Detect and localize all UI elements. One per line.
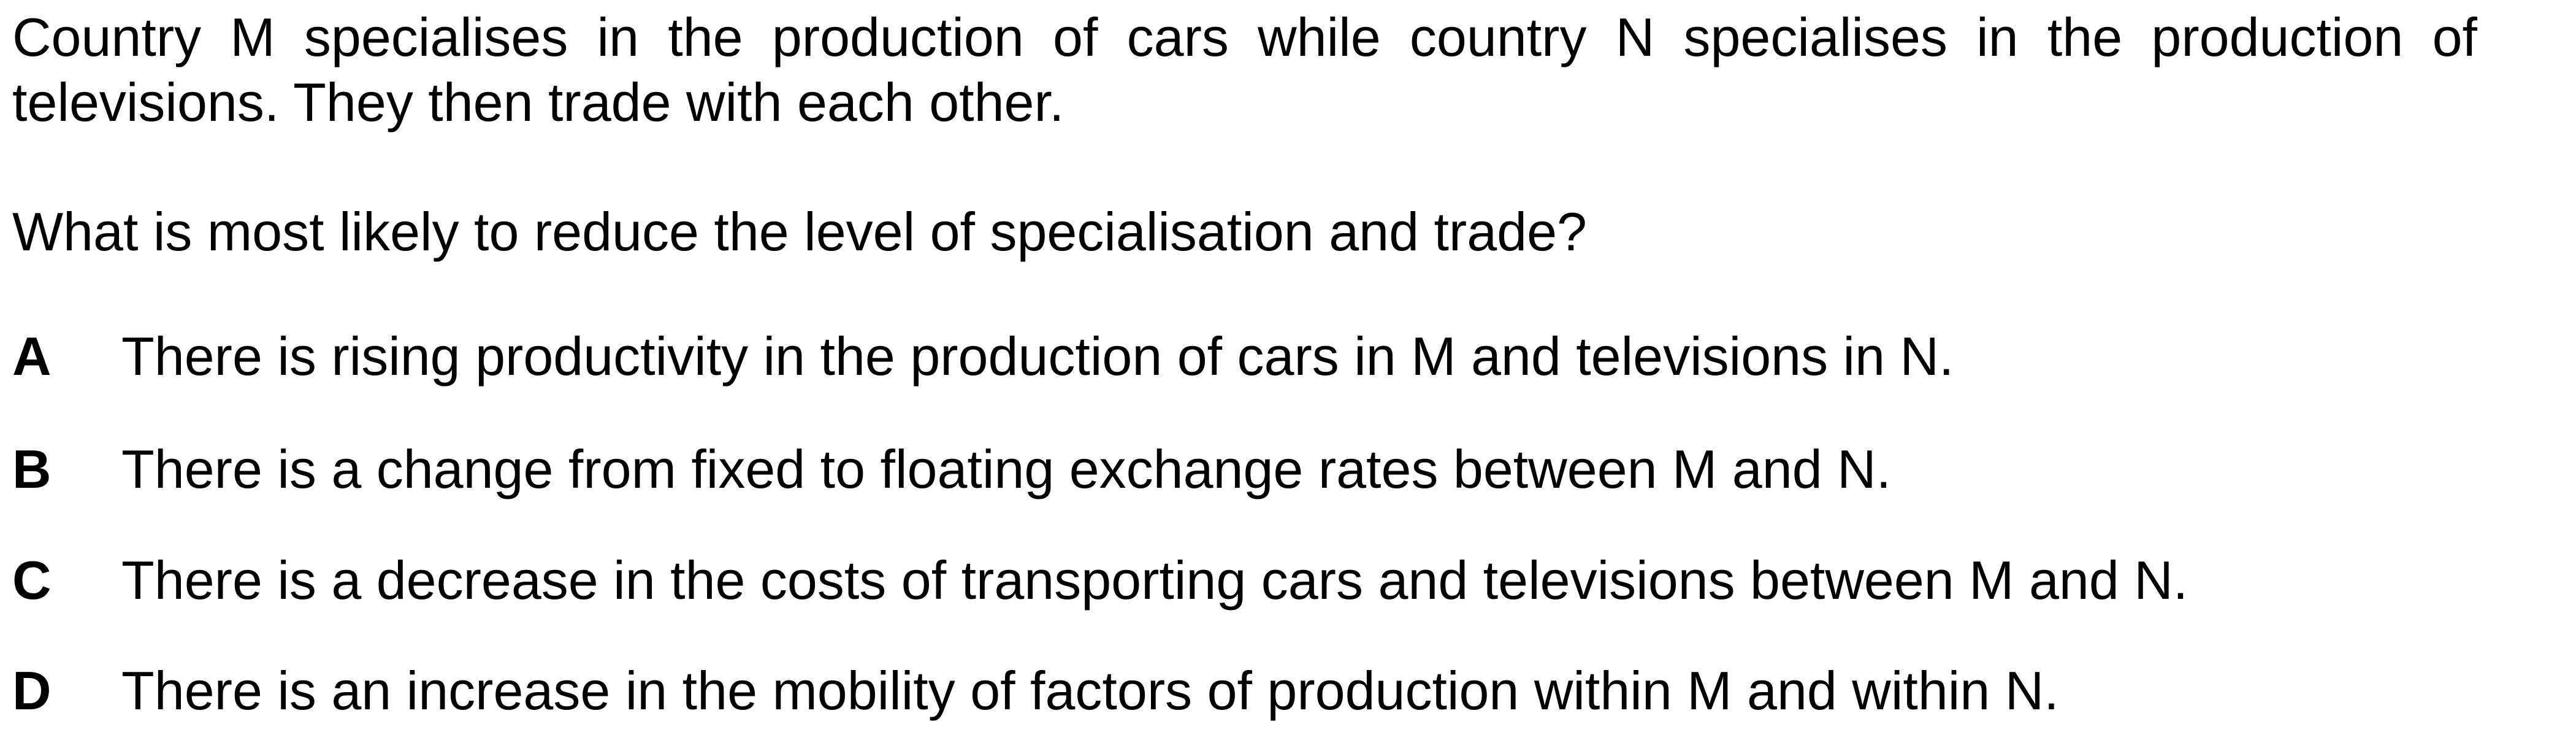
option-a[interactable]: A There is rising productivity in the pr… <box>12 323 2526 390</box>
question-prompt: What is most likely to reduce the level … <box>12 201 1587 262</box>
answer-options: A There is rising productivity in the pr… <box>12 0 2526 732</box>
option-c-letter: C <box>12 550 52 611</box>
stem-paragraph: Country M specialises in the production … <box>12 7 2477 133</box>
option-d-letter: D <box>12 660 52 721</box>
question-stem: Country M specialises in the production … <box>12 5 2477 135</box>
option-d-text: There is an increase in the mobility of … <box>121 660 2059 721</box>
option-c[interactable]: C There is a decrease in the costs of tr… <box>12 547 2526 614</box>
option-d[interactable]: D There is an increase in the mobility o… <box>12 657 2526 725</box>
option-a-letter: A <box>12 326 52 387</box>
option-b-text: There is a change from fixed to floating… <box>121 439 1892 499</box>
option-b-letter: B <box>12 439 52 499</box>
option-c-text: There is a decrease in the costs of tran… <box>121 550 2188 611</box>
option-a-text: There is rising productivity in the prod… <box>121 326 1954 387</box>
option-b[interactable]: B There is a change from fixed to floati… <box>12 436 2526 503</box>
